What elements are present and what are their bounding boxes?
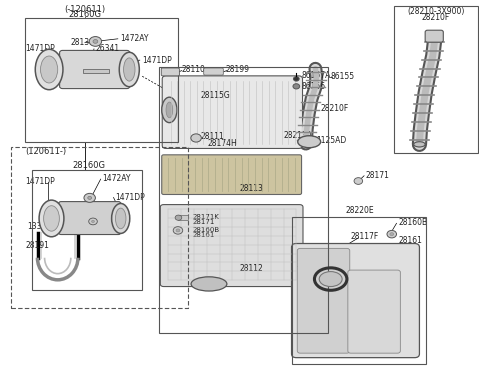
Text: 28160G: 28160G xyxy=(72,161,105,170)
Text: 28210F: 28210F xyxy=(320,104,348,113)
Text: 28210F: 28210F xyxy=(421,12,450,21)
Text: 28160B: 28160B xyxy=(398,218,428,227)
Text: 28171K: 28171K xyxy=(192,214,219,220)
Text: 28160G: 28160G xyxy=(69,10,101,19)
Ellipse shape xyxy=(40,56,58,83)
Circle shape xyxy=(293,84,300,89)
Circle shape xyxy=(387,230,396,238)
Text: 28161: 28161 xyxy=(398,236,422,245)
Ellipse shape xyxy=(119,52,139,87)
Ellipse shape xyxy=(166,102,173,118)
Text: 28110: 28110 xyxy=(182,65,205,74)
Text: 86155: 86155 xyxy=(331,72,355,81)
Circle shape xyxy=(93,40,98,43)
Text: 1125AD: 1125AD xyxy=(316,136,347,145)
FancyBboxPatch shape xyxy=(59,202,120,234)
Text: 28117F: 28117F xyxy=(351,232,379,241)
Text: 28138: 28138 xyxy=(70,38,94,47)
Ellipse shape xyxy=(191,277,227,291)
Ellipse shape xyxy=(414,142,425,147)
Text: 28111: 28111 xyxy=(201,132,225,141)
Ellipse shape xyxy=(298,136,321,148)
Text: 1471DP: 1471DP xyxy=(25,44,55,53)
Bar xyxy=(33,170,142,290)
FancyBboxPatch shape xyxy=(204,68,223,75)
Text: 28174H: 28174H xyxy=(207,139,237,148)
Text: 28161: 28161 xyxy=(192,232,215,238)
Text: 1472AY: 1472AY xyxy=(103,174,131,183)
Text: 28223A: 28223A xyxy=(321,307,350,316)
Text: 1471DP: 1471DP xyxy=(115,193,144,202)
Circle shape xyxy=(293,77,299,81)
Circle shape xyxy=(84,193,96,202)
Bar xyxy=(159,67,328,333)
Ellipse shape xyxy=(116,208,126,229)
Text: (28210-3X900): (28210-3X900) xyxy=(407,8,464,16)
Text: 28113: 28113 xyxy=(239,184,263,193)
FancyBboxPatch shape xyxy=(297,248,350,353)
Text: (120611-): (120611-) xyxy=(25,147,66,156)
Text: (-120611): (-120611) xyxy=(64,5,106,14)
Circle shape xyxy=(89,37,102,46)
Text: 28213A: 28213A xyxy=(284,131,313,140)
Circle shape xyxy=(175,215,182,220)
Text: 1471DP: 1471DP xyxy=(25,177,55,186)
FancyBboxPatch shape xyxy=(60,51,130,89)
Text: 28171: 28171 xyxy=(192,219,215,225)
Text: 28220E: 28220E xyxy=(346,207,374,215)
Bar xyxy=(25,18,178,142)
Text: 26341: 26341 xyxy=(96,44,120,54)
Text: 28191: 28191 xyxy=(25,241,49,250)
Circle shape xyxy=(191,134,201,142)
Ellipse shape xyxy=(112,204,130,233)
Ellipse shape xyxy=(319,271,342,287)
FancyBboxPatch shape xyxy=(162,155,301,195)
Circle shape xyxy=(89,218,97,225)
FancyBboxPatch shape xyxy=(160,205,303,287)
Circle shape xyxy=(176,229,180,232)
FancyBboxPatch shape xyxy=(291,244,420,358)
Circle shape xyxy=(354,178,363,184)
Bar xyxy=(83,69,109,73)
Ellipse shape xyxy=(44,206,60,231)
Ellipse shape xyxy=(35,49,63,90)
Circle shape xyxy=(390,233,394,236)
Text: 86157A: 86157A xyxy=(301,71,330,80)
Circle shape xyxy=(88,196,92,199)
Bar xyxy=(11,147,188,308)
Ellipse shape xyxy=(123,58,135,81)
Text: 86156: 86156 xyxy=(301,82,325,91)
Bar xyxy=(394,6,478,153)
Text: 28160B: 28160B xyxy=(192,227,219,233)
Bar xyxy=(178,215,189,220)
Text: 1471DP: 1471DP xyxy=(142,56,172,64)
Circle shape xyxy=(173,227,183,234)
FancyBboxPatch shape xyxy=(425,30,444,42)
FancyBboxPatch shape xyxy=(161,68,180,76)
Text: 28116B: 28116B xyxy=(296,261,325,269)
Text: 28112: 28112 xyxy=(240,264,264,273)
Text: 1472AY: 1472AY xyxy=(120,34,148,43)
Text: 13336: 13336 xyxy=(28,222,52,231)
Ellipse shape xyxy=(39,200,64,237)
Bar xyxy=(291,216,426,364)
Text: 28199: 28199 xyxy=(226,65,250,74)
Circle shape xyxy=(92,220,95,222)
FancyBboxPatch shape xyxy=(348,270,400,353)
Text: 28115G: 28115G xyxy=(201,91,230,100)
FancyBboxPatch shape xyxy=(162,76,302,149)
Ellipse shape xyxy=(162,97,177,123)
Text: 28171: 28171 xyxy=(365,171,389,180)
